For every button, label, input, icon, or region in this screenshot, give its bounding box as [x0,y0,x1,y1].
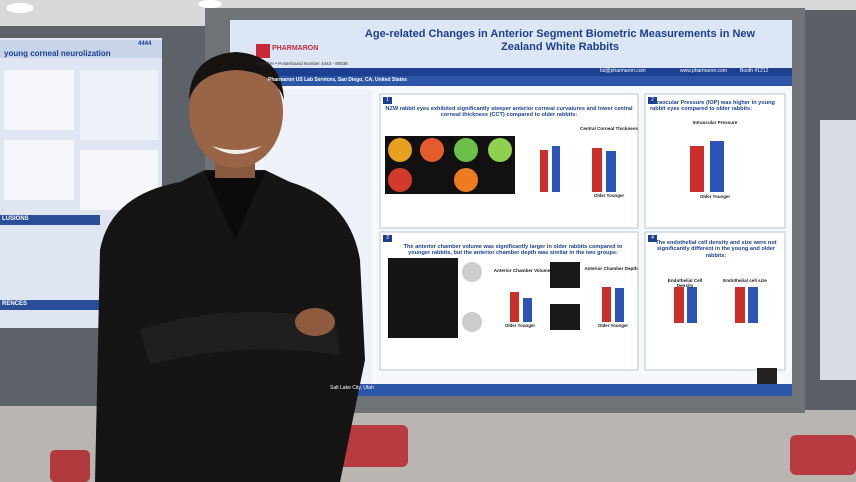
booth: Booth #1212 [740,68,769,74]
bar-shape [674,287,684,323]
section-heading: The anterior chamber volume was signific… [403,244,623,257]
bar-shape [606,151,616,192]
hand [295,308,335,336]
person [95,52,365,482]
chart-title: Endothelial cell size [723,278,767,283]
section-heading: NZW rabbit eyes exhibited significantly … [385,106,633,119]
chart-title: Anterior Chamber Depth [584,266,638,271]
board-label: Number • Posterboard Number 4443 - 90538 [258,61,348,66]
map [388,138,412,162]
chart-title: Central Corneal Thickness [580,126,638,131]
oct-image [388,258,458,338]
qr-code [757,368,777,388]
bar-shape [735,287,745,323]
left-poster-title: young corneal neurolization [4,49,111,58]
bar-shape [540,150,548,192]
poster-footer-text: Salt Lake City, Utah [330,385,374,391]
group-labels: Older Younger [504,323,536,328]
left-figure [4,70,74,130]
section-number: 3 [383,235,392,242]
hair [189,52,284,100]
bar-shape [690,146,704,192]
section-heading: The endothelial cell density and size we… [655,240,777,259]
left-figure [4,140,74,200]
map [388,168,412,192]
left-figure [80,70,158,140]
section-number: 2 [648,97,657,104]
corneal-maps [385,136,515,194]
chart-title: Intraocular Pressure [692,120,738,125]
stool [790,435,856,475]
face [189,56,283,168]
group-labels: Older Younger [593,193,625,198]
section-heading: LUSIONS [2,216,29,222]
oct-image [550,262,580,288]
bar-shape [602,287,611,322]
contact-bar [230,68,792,76]
panel [644,231,786,371]
board: Number • Posterboard Number [258,61,320,66]
map [454,168,478,192]
left-poster-header [0,40,162,58]
chart-title: Endothelial Cell Density [667,278,703,289]
right-poster [820,120,856,380]
left-section-bar [0,215,100,225]
bar-shape [510,292,519,322]
map [454,138,478,162]
logo-mark [256,44,270,58]
oct-image [550,304,580,330]
crossed-arms [140,312,340,365]
affiliation-bar [230,76,792,86]
oct-image [462,262,482,282]
website: www.pharmaron.com [680,68,727,74]
stool [50,450,90,482]
oct-images [388,258,580,338]
bar-shape [615,288,624,322]
oct-image [462,312,482,332]
group-labels: Older Younger [597,323,629,328]
left-section-bar [0,300,100,310]
map [488,138,512,162]
board-id: 4443 - 90538 [321,61,348,66]
shirt [205,172,265,240]
poster-title: Age-related Changes in Anterior Segment … [364,28,756,53]
bar-figures [510,141,758,323]
section-heading: Intraocular Pressure (IOP) was higher in… [650,100,775,113]
board-number: 4444 [138,41,152,47]
affiliation: Pharmaron US Lab Services, San Diego, CA… [268,77,407,83]
smile [212,146,262,154]
section-number: 1 [383,97,392,104]
bar-shape [748,287,758,323]
map [420,138,444,162]
ceiling-light [198,0,222,8]
poster-footer [230,384,792,396]
section-heading: RENCES [2,301,28,307]
group-labels: Older Younger [699,194,731,199]
bar-shape [552,146,560,192]
bar-shape [523,298,532,322]
chart-title: Anterior Chamber Volume [493,268,551,273]
bar-shape [592,148,602,192]
section-number: 4 [648,235,657,242]
email: bd@pharmaron.com [600,68,646,74]
bar-shape [687,287,697,323]
logo-text: PHARMARON [272,45,319,52]
ceiling-light [6,3,34,13]
bar-shape [710,141,724,192]
poster-header [230,20,792,68]
